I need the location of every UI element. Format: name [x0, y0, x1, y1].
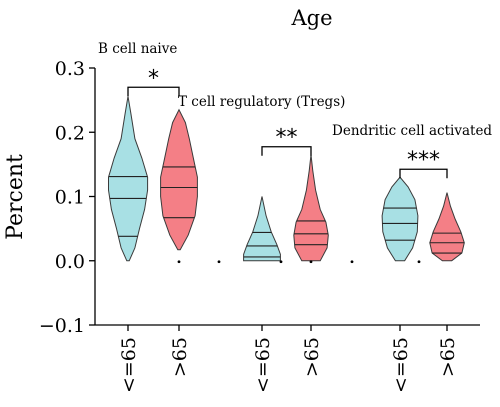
gap-point	[350, 260, 354, 264]
violin-gt65	[160, 108, 198, 251]
violin-le65	[243, 196, 281, 262]
group-label: T cell regulatory (Tregs)	[178, 94, 345, 110]
y-tick-label: 0.0	[55, 251, 85, 273]
significance-label: **	[276, 126, 298, 151]
x-tick-label: <=65	[390, 337, 412, 393]
outlier-point	[177, 260, 181, 264]
x-tick-label: >65	[169, 337, 191, 377]
significance-label: ***	[407, 148, 440, 173]
x-tick-label: <=65	[252, 337, 274, 393]
significance-label: *	[148, 66, 159, 91]
group-label: B cell naive	[98, 41, 177, 57]
violin-le65	[108, 96, 149, 262]
chart-title: Age	[290, 6, 332, 30]
significance-bracket	[399, 168, 448, 179]
violin-gt65	[429, 192, 465, 262]
outlier-point	[417, 260, 421, 264]
plot-area: * B cell naive ** T cell regulatory (Tregs)…	[98, 41, 492, 264]
x-tick-label: >65	[437, 337, 459, 377]
y-tick-label: 0.2	[55, 122, 85, 144]
x-tick-label: >65	[301, 337, 323, 377]
violin-le65	[381, 176, 419, 262]
y-tick-label: 0.3	[55, 58, 85, 80]
group-label: Dendritic cell activated	[332, 123, 492, 139]
outlier-point	[279, 260, 283, 264]
gap-point	[217, 260, 221, 264]
y-tick-label: 0.1	[55, 187, 85, 209]
y-axis-label: Percent	[3, 154, 28, 240]
significance-bracket	[127, 86, 180, 97]
axes: −0.1 0.0 0.1 0.2 0.3 <=65 >65 <=65 >65 <=65 >65	[39, 58, 480, 393]
outlier-point	[309, 260, 313, 264]
y-tick-label: −0.1	[39, 315, 85, 337]
significance-bracket	[261, 146, 312, 156]
x-tick-label: <=65	[118, 337, 140, 393]
